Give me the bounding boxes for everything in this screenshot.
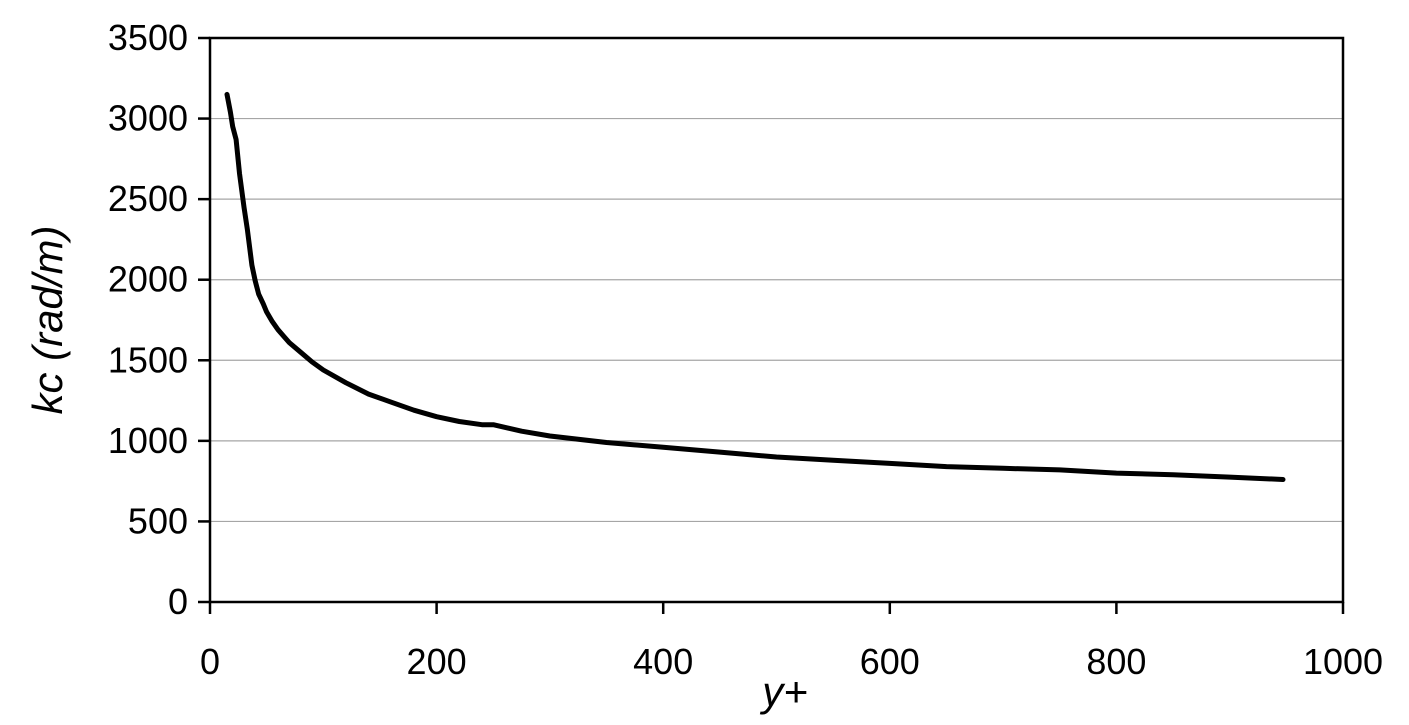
y-tick-label-0: 0 [168,581,188,622]
y-tick-label-1000: 1000 [108,420,188,461]
y-tick-label-2000: 2000 [108,259,188,300]
x-tick-label-0: 0 [200,641,220,682]
series-layer [224,91,1286,482]
y-tick-label-500: 500 [128,500,188,541]
y-tick-label-1500: 1500 [108,339,188,380]
y-tick-label-2500: 2500 [108,178,188,219]
series-line-0 [224,91,1286,482]
axes [198,36,1345,614]
x-tick-label-600: 600 [860,641,920,682]
gridlines [210,37,1343,523]
x-tick-label-400: 400 [633,641,693,682]
y-axis-label: kc (rad/m) [24,226,71,415]
y-tick-label-3500: 3500 [108,17,188,58]
x-tick-label-800: 800 [1086,641,1146,682]
y-tick-label-3000: 3000 [108,98,188,139]
x-axis-label: y+ [759,668,808,715]
plot-frame [208,36,1345,604]
tick-labels: 0 500 1000 1500 2000 2500 3000 3500 0 200 400 600 80… [108,17,1383,682]
x-tick-label-200: 200 [407,641,467,682]
x-tick-label-1000: 1000 [1303,641,1383,682]
